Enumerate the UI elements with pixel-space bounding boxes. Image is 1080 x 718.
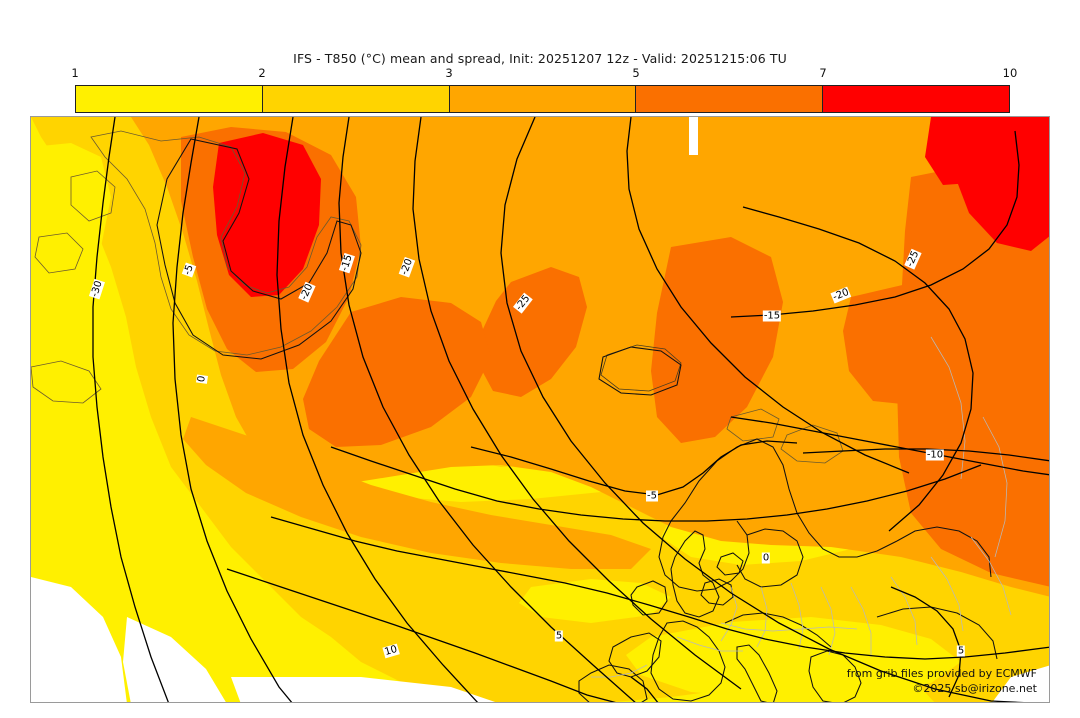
- spread-band-7-10-ne2: [925, 117, 983, 185]
- isotherm-10a: [226, 568, 616, 702]
- colorbar-segment-3-5: [449, 86, 637, 112]
- spread-band-5-7-iceland: [303, 297, 491, 447]
- contour-label: 0: [761, 552, 771, 564]
- contour-label: 5: [956, 645, 966, 657]
- spread-band-3-5: [131, 117, 1049, 597]
- coastlines-minor: [31, 130, 844, 464]
- colorbar-segment-5-7: [636, 86, 824, 112]
- isotherm-m10a: [802, 448, 1049, 462]
- contour-label: -15: [762, 310, 782, 322]
- colorbar-segment-1-2: [76, 86, 263, 112]
- spread-yellow-alps: [519, 579, 671, 623]
- ocean-gap-seast: [992, 665, 1049, 702]
- colorbar-tick-10: 10: [1002, 66, 1018, 80]
- isotherm-m20b: [412, 117, 742, 690]
- page-title: IFS - T850 (°C) mean and spread, Init: 2…: [293, 51, 787, 66]
- isotherm-m15b: [730, 130, 1020, 318]
- isotherm-m10b: [730, 416, 1049, 476]
- spread-band-5-7-barents: [651, 237, 783, 443]
- isotherm--30: [92, 117, 169, 702]
- isotherm-m5b: [470, 440, 798, 496]
- isotherm-m25b: [626, 117, 910, 474]
- ocean-gap-bottom: [231, 677, 496, 702]
- data-gap: [689, 117, 698, 155]
- colorbar-segment-7-10: [823, 86, 1009, 112]
- contour-label: 0: [195, 374, 209, 384]
- weather-map[interactable]: -30 -5 -20 -15 -20 0 -25 -15 -20 -25 -10…: [30, 116, 1050, 703]
- country-borders: [591, 336, 1012, 678]
- spread-amber-tongue: [183, 417, 651, 569]
- spread-band-5-7-ne-corner: [843, 283, 961, 405]
- colorbar: 1 2 3 5 7 10: [71, 66, 1017, 113]
- colorbar-tick-2: 2: [258, 66, 266, 80]
- isotherm-0a: [330, 446, 982, 522]
- contour-label: -5: [646, 490, 658, 502]
- colorbar-tick-3: 3: [445, 66, 453, 80]
- colorbar-segment-2-3: [262, 86, 450, 112]
- ocean-gap-sw2: [123, 617, 226, 702]
- ocean-gap-sw: [31, 577, 127, 702]
- spread-band-7-10-greenland: [213, 133, 321, 297]
- isotherm-m20a: [276, 117, 479, 702]
- isotherm-m20c: [742, 206, 974, 532]
- contour-label: -10: [925, 449, 945, 461]
- colorbar-tick-7: 7: [819, 66, 827, 80]
- colorbar-tick-1: 1: [71, 66, 79, 80]
- isotherm-5a: [270, 516, 1049, 660]
- isotherm-m25: [500, 117, 1025, 702]
- isotherms: [92, 117, 1049, 702]
- isotherm-m15a: [338, 117, 636, 702]
- contour-label: 5: [554, 630, 564, 642]
- colorbar-strip: [75, 85, 1010, 113]
- colorbar-tick-labels: 1 2 3 5 7 10: [71, 66, 1017, 82]
- isotherm-5b: [890, 586, 962, 698]
- isotherm-m5a: [172, 117, 293, 702]
- colorbar-tick-5: 5: [632, 66, 640, 80]
- map-canvas: [31, 117, 1049, 702]
- isotherm-0b: [630, 676, 659, 702]
- coastlines-europe: [156, 138, 998, 702]
